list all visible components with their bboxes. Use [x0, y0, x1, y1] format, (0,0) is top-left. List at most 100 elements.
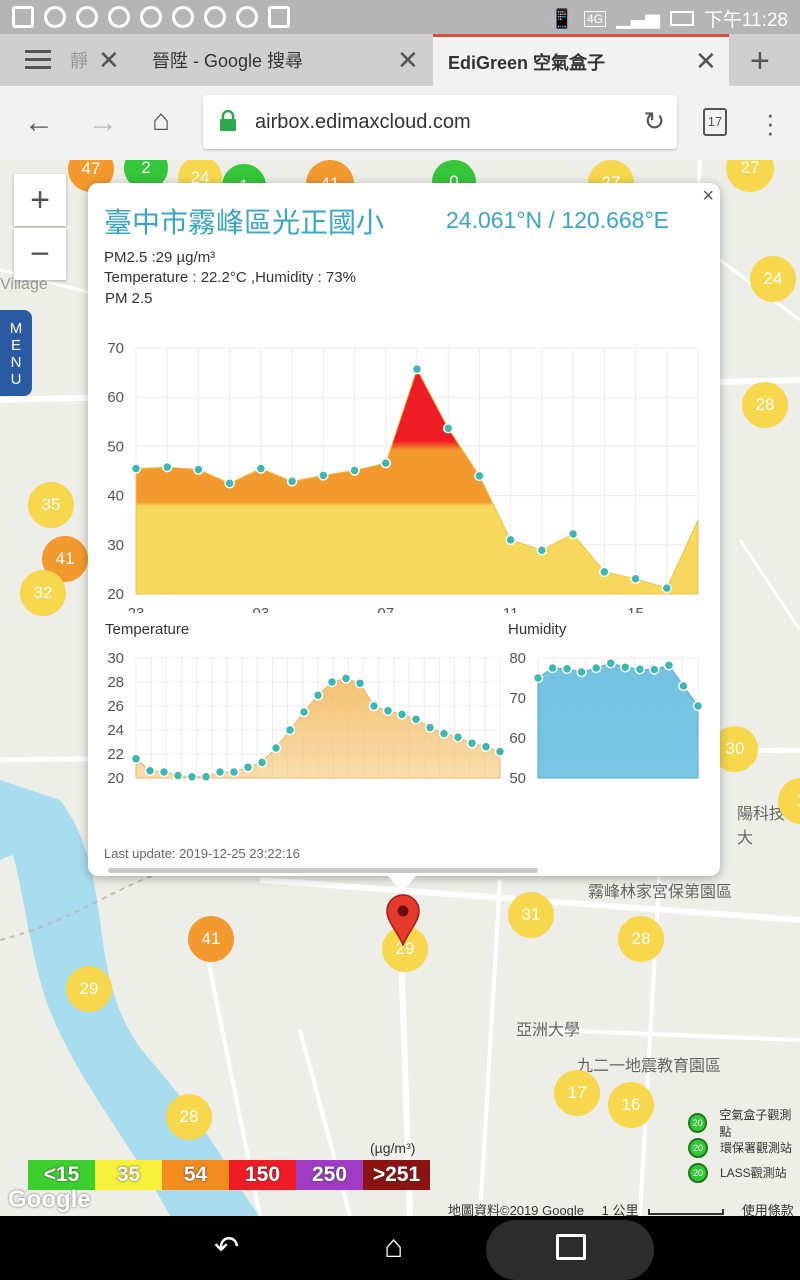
- data-point[interactable]: [172, 770, 184, 781]
- data-point[interactable]: [474, 470, 485, 482]
- data-point[interactable]: [505, 534, 516, 546]
- data-point[interactable]: [661, 582, 673, 594]
- station-bubble[interactable]: 28: [166, 1094, 212, 1140]
- menu-tab[interactable]: MENU: [0, 310, 32, 396]
- home-icon[interactable]: ⌂: [152, 104, 171, 137]
- data-point[interactable]: [634, 663, 646, 675]
- data-point[interactable]: [576, 666, 587, 678]
- data-point[interactable]: [494, 746, 506, 757]
- data-point[interactable]: [193, 464, 204, 475]
- popup-close-button[interactable]: ×: [702, 185, 714, 207]
- data-point[interactable]: [200, 771, 212, 783]
- data-point[interactable]: [561, 663, 573, 675]
- data-point[interactable]: [312, 689, 324, 701]
- station-bubble[interactable]: 29: [66, 966, 112, 1012]
- data-point[interactable]: [144, 765, 156, 777]
- tab-switcher-icon[interactable]: [25, 50, 51, 70]
- data-point[interactable]: [536, 544, 548, 556]
- new-tab-icon[interactable]: +: [750, 42, 770, 80]
- layer-epa[interactable]: 20 環保署觀測站: [650, 1135, 800, 1160]
- data-point[interactable]: [442, 422, 454, 434]
- recents-nav-icon[interactable]: [556, 1234, 586, 1260]
- data-point[interactable]: [354, 677, 366, 689]
- data-point[interactable]: [382, 705, 394, 717]
- data-point[interactable]: [340, 673, 352, 684]
- data-point[interactable]: [411, 363, 423, 375]
- data-point[interactable]: [224, 478, 235, 489]
- station-bubble[interactable]: 41: [42, 536, 88, 582]
- tabs-count-icon[interactable]: 17: [703, 108, 727, 136]
- overflow-menu-icon[interactable]: · · ·: [766, 99, 775, 147]
- tab-3-active[interactable]: EdiGreen 空氣盒子 ✕: [433, 34, 729, 86]
- data-point[interactable]: [256, 757, 268, 768]
- data-point[interactable]: [158, 766, 170, 778]
- data-point[interactable]: [599, 566, 610, 578]
- tab-2[interactable]: 晉陞 - Google 搜尋 ✕: [152, 34, 422, 86]
- zoom-out-button[interactable]: −: [14, 228, 66, 280]
- data-point[interactable]: [532, 672, 544, 684]
- data-point[interactable]: [567, 528, 579, 540]
- data-point[interactable]: [452, 731, 464, 743]
- station-bubble[interactable]: 24: [750, 256, 796, 302]
- data-point[interactable]: [186, 771, 198, 783]
- station-bubble[interactable]: 32: [20, 570, 66, 616]
- forward-icon[interactable]: →: [88, 106, 118, 139]
- data-point[interactable]: [130, 753, 142, 765]
- data-point[interactable]: [326, 676, 338, 688]
- data-point[interactable]: [590, 662, 602, 674]
- station-bubble[interactable]: 31: [508, 892, 554, 938]
- data-point[interactable]: [663, 659, 675, 671]
- address-bar[interactable]: airbox.edimaxcloud.com ↻: [203, 95, 677, 149]
- reload-icon[interactable]: ↻: [643, 106, 665, 136]
- station-bubble[interactable]: 17: [554, 1070, 600, 1116]
- data-point[interactable]: [286, 476, 298, 487]
- zoom-in-button[interactable]: +: [14, 174, 66, 226]
- layer-lass[interactable]: 20 LASS觀測站: [650, 1160, 800, 1185]
- layer-airbox[interactable]: 20 空氣盒子觀測點: [650, 1108, 800, 1139]
- home-nav-icon[interactable]: ⌂: [384, 1228, 404, 1264]
- data-point[interactable]: [605, 657, 616, 669]
- station-bubble[interactable]: 28: [742, 382, 788, 428]
- data-point[interactable]: [270, 742, 282, 754]
- data-point[interactable]: [161, 461, 173, 473]
- popup-scrollbar[interactable]: [108, 868, 538, 873]
- terms-link[interactable]: 使用條款: [741, 1203, 794, 1216]
- station-bubble[interactable]: 16: [608, 1082, 654, 1128]
- data-point[interactable]: [630, 573, 641, 584]
- close-tab-icon[interactable]: ✕: [397, 44, 419, 75]
- data-point[interactable]: [228, 766, 240, 778]
- data-point[interactable]: [130, 463, 142, 474]
- station-bubble[interactable]: 28: [618, 916, 664, 962]
- data-point[interactable]: [242, 761, 254, 773]
- map-scale: 1 公里: [601, 1203, 639, 1216]
- back-nav-icon[interactable]: ↶: [214, 1231, 240, 1264]
- data-point[interactable]: [318, 470, 329, 481]
- data-point[interactable]: [349, 465, 360, 476]
- map-canvas[interactable]: Village 霧峰林家宮保第園區 亞洲大學 九二一地震教育園區 陽科技大 + …: [0, 160, 800, 1216]
- data-point[interactable]: [649, 664, 660, 675]
- tab-1[interactable]: 靜 ✕: [70, 34, 128, 86]
- data-point[interactable]: [368, 700, 380, 712]
- data-point[interactable]: [284, 724, 296, 736]
- station-bubble[interactable]: 35: [28, 482, 74, 528]
- data-point[interactable]: [298, 706, 310, 718]
- data-point[interactable]: [547, 662, 558, 674]
- data-point[interactable]: [424, 722, 436, 733]
- back-icon[interactable]: ←: [24, 106, 54, 139]
- data-point[interactable]: [692, 700, 704, 712]
- data-point[interactable]: [255, 463, 267, 474]
- data-point[interactable]: [410, 713, 422, 725]
- location-pin-icon[interactable]: [386, 894, 420, 951]
- data-point[interactable]: [396, 709, 408, 720]
- data-point[interactable]: [620, 661, 631, 673]
- data-point[interactable]: [438, 728, 450, 739]
- data-point[interactable]: [678, 680, 689, 692]
- station-bubble[interactable]: 41: [188, 916, 234, 962]
- close-tab-icon[interactable]: ✕: [695, 46, 717, 76]
- data-point[interactable]: [466, 737, 478, 749]
- station-bubble[interactable]: 27: [726, 160, 774, 192]
- close-tab-icon[interactable]: ✕: [98, 44, 120, 75]
- data-point[interactable]: [480, 741, 492, 753]
- data-point[interactable]: [214, 766, 226, 778]
- data-point[interactable]: [380, 457, 392, 469]
